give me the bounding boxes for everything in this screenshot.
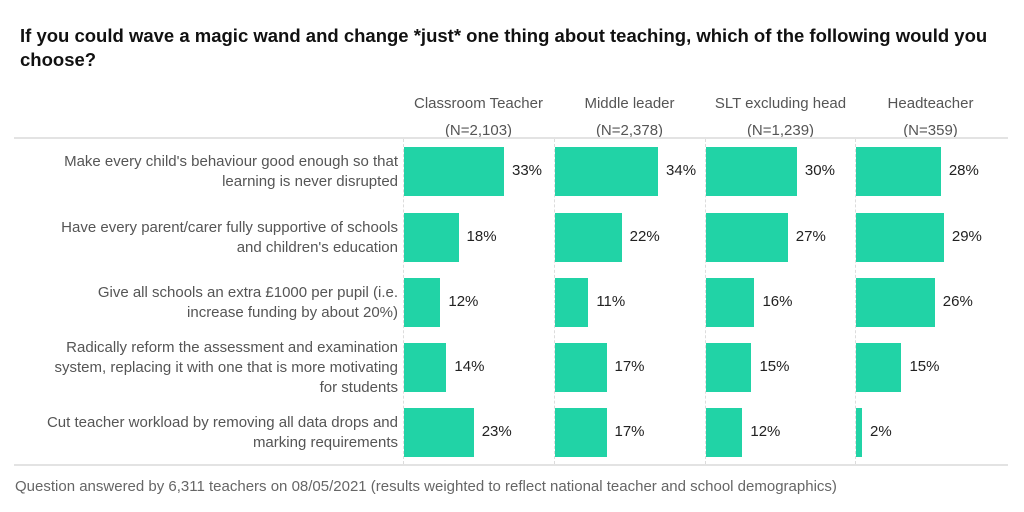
bar xyxy=(404,277,441,327)
bar xyxy=(404,342,447,392)
bar xyxy=(555,146,659,196)
bar xyxy=(856,277,935,327)
bar xyxy=(555,212,622,262)
bar xyxy=(706,146,797,196)
column-sample-size: (N=2,103) xyxy=(444,122,513,139)
chart-title: If you could wave a magic wand and chang… xyxy=(20,25,988,70)
value-label: 34% xyxy=(666,162,697,179)
row-label: Radically reform the assessment and exam… xyxy=(10,338,398,398)
bar xyxy=(404,407,474,457)
row-label-line: and children's education xyxy=(236,239,398,256)
row-label-line: marking requirements xyxy=(252,434,398,451)
value-label: 15% xyxy=(909,358,940,375)
row-label-line: Cut teacher workload by removing all dat… xyxy=(46,414,398,431)
column-guide-line xyxy=(705,139,706,464)
bar xyxy=(404,212,459,262)
value-label: 18% xyxy=(466,228,497,245)
bar xyxy=(856,407,863,457)
row-label-line: Radically reform the assessment and exam… xyxy=(66,339,398,356)
value-label: 28% xyxy=(948,162,979,179)
column-header: Classroom Teacher (N=2,103) xyxy=(403,90,554,144)
chart-footnote: Question answered by 6,311 teachers on 0… xyxy=(15,478,837,495)
row-label-line: for students xyxy=(319,379,398,396)
column-name: Classroom Teacher xyxy=(414,95,543,112)
value-label: 11% xyxy=(596,293,626,310)
column-guide-line xyxy=(403,139,404,464)
bar xyxy=(706,342,752,392)
row-label-line: learning is never disrupted xyxy=(222,173,398,190)
footer-divider xyxy=(14,464,1008,466)
value-label: 29% xyxy=(951,228,982,245)
row-label: Have every parent/carer fully supportive… xyxy=(10,218,398,258)
bar xyxy=(856,146,941,196)
row-label: Cut teacher workload by removing all dat… xyxy=(10,413,398,453)
bar xyxy=(555,277,589,327)
column-header: Headteacher (N=359) xyxy=(855,90,1006,144)
value-label: 17% xyxy=(614,423,645,440)
column-header: Middle leader (N=2,378) xyxy=(554,90,705,144)
column-name: Headteacher xyxy=(887,95,974,112)
value-label: 16% xyxy=(762,293,793,310)
row-label-line: Make every child's behaviour good enough… xyxy=(64,153,398,170)
bar xyxy=(706,277,755,327)
column-name: SLT excluding head xyxy=(714,95,847,112)
value-label: 12% xyxy=(750,423,781,440)
value-label: 17% xyxy=(614,358,645,375)
value-label: 12% xyxy=(448,293,479,310)
value-label: 14% xyxy=(454,358,485,375)
column-guide-line xyxy=(554,139,555,464)
bar xyxy=(555,407,607,457)
bar xyxy=(404,146,504,196)
row-label-line: system, replacing it with one that is mo… xyxy=(54,359,398,376)
header-divider xyxy=(14,137,1008,139)
value-label: 22% xyxy=(629,228,660,245)
row-label-line: Have every parent/carer fully supportive… xyxy=(61,219,398,236)
bar xyxy=(856,212,944,262)
column-name: Middle leader xyxy=(584,95,675,112)
value-label: 2% xyxy=(870,423,892,440)
column-sample-size: (N=2,378) xyxy=(595,122,664,139)
value-label: 30% xyxy=(804,162,835,179)
row-label-line: increase funding by about 20%) xyxy=(187,304,398,321)
column-sample-size: (N=1,239) xyxy=(746,122,815,139)
value-label: 33% xyxy=(511,162,543,179)
row-label: Give all schools an extra £1000 per pupi… xyxy=(10,283,398,323)
value-label: 26% xyxy=(942,293,973,310)
bar xyxy=(856,342,902,392)
value-label: 27% xyxy=(795,228,826,245)
row-label: Make every child's behaviour good enough… xyxy=(10,152,398,192)
column-sample-size: (N=359) xyxy=(903,122,958,139)
bar xyxy=(706,407,743,457)
bar xyxy=(555,342,607,392)
value-label: 23% xyxy=(481,423,512,440)
bar xyxy=(706,212,788,262)
row-label-line: Give all schools an extra £1000 per pupi… xyxy=(97,284,398,301)
column-header: SLT excluding head (N=1,239) xyxy=(705,90,856,144)
value-label: 15% xyxy=(759,358,790,375)
column-guide-line xyxy=(855,139,856,464)
